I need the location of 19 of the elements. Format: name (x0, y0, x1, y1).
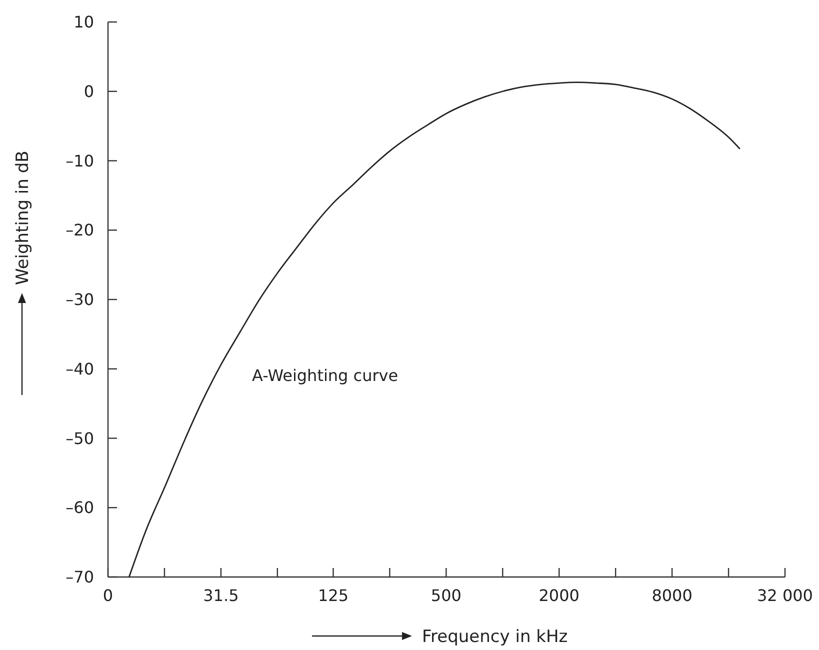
annotation: A-Weighting curve (252, 366, 398, 385)
x-axis-title: Frequency in kHz (422, 627, 568, 647)
y-tick-label: 10 (74, 12, 94, 32)
x-tick-label: 500 (430, 586, 462, 605)
y-tick-label: –30 (66, 290, 94, 310)
y-tick-label: –70 (66, 568, 94, 587)
x-tick-label: 0 (102, 586, 114, 605)
x-tick-label: 31.5 (203, 586, 239, 605)
y-tick-label: –10 (66, 151, 94, 170)
x-tick-label: 32 000 (757, 586, 813, 605)
y-tick-label: –20 (66, 220, 94, 240)
y-tick-label: –60 (66, 498, 94, 518)
x-tick-label: 8000 (652, 586, 692, 605)
y-tick-label: –50 (66, 428, 94, 448)
y-tick-label: –40 (66, 359, 94, 378)
x-tick-label: 125 (318, 586, 349, 605)
y-tick-label: 0 (84, 82, 94, 101)
x-tick-label: 2000 (538, 586, 580, 605)
y-axis-title: Weighting in dB (13, 150, 33, 285)
